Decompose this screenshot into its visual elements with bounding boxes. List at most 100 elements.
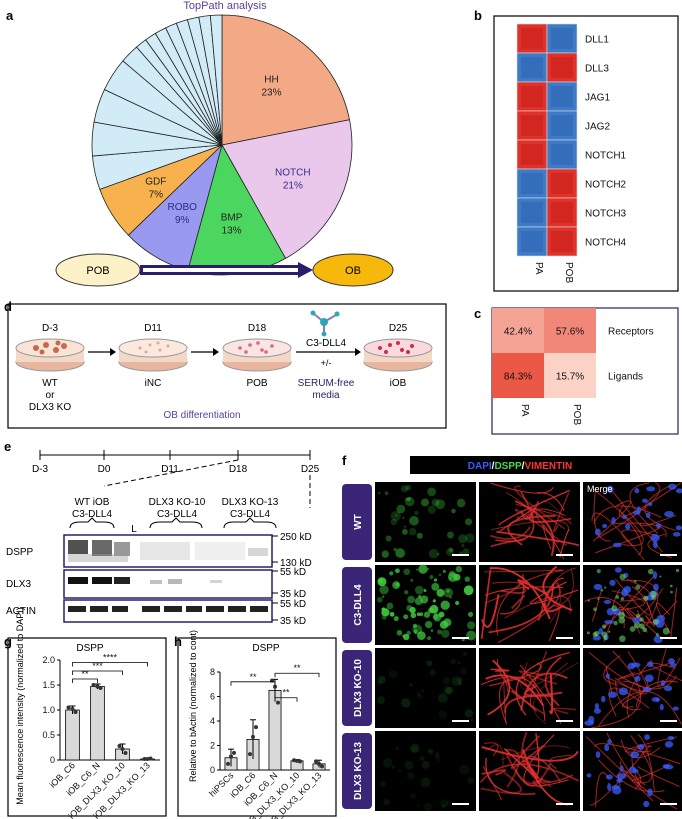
- heatmap-col-label: POB: [563, 262, 574, 283]
- heatmap-cell-core: [551, 202, 573, 223]
- pie-label-notch: NOTCH: [275, 168, 311, 179]
- if-image-content: [380, 743, 475, 812]
- ratio-row-label: Receptors: [608, 327, 654, 338]
- y-tick-label: 6: [210, 692, 215, 702]
- heatmap-cell-core: [551, 28, 573, 49]
- pie-labels: HH 23% NOTCH 21% BMP 13% ROBO 9% GDF 7%: [145, 75, 310, 237]
- y-tick-label: 0: [50, 755, 55, 765]
- ladder-lane-marker: L: [131, 524, 137, 535]
- if-row-label: DLX3 KO-13: [353, 742, 364, 800]
- timeline-d0: D0: [98, 464, 111, 475]
- panel-label-e: e: [4, 439, 11, 454]
- day-d25: D25: [389, 323, 408, 334]
- significance-label: ****: [103, 653, 118, 663]
- dspp-bands: [68, 540, 268, 562]
- step-label-dlx3ko: DLX3 KO: [29, 402, 71, 413]
- legend-dspp: DSPP: [494, 461, 522, 472]
- mw-35a: 35 kD: [280, 589, 306, 600]
- bar-h-title: DSPP: [252, 643, 280, 654]
- differentiation-protocol: D-3 D11 D18 D25 WT or DLX3 KO iNC POB iO…: [15, 310, 433, 421]
- ratio-cell: [544, 353, 596, 398]
- dlx3-bands: [68, 577, 222, 584]
- pie-value-notch: 21%: [283, 181, 303, 192]
- y-tick-label: 4: [210, 716, 215, 726]
- data-point: [295, 758, 299, 763]
- ratio-cell: [492, 353, 544, 398]
- y-tick-label: 2.0: [42, 655, 55, 665]
- significance-label: **: [81, 669, 89, 679]
- significance-bracket: [274, 697, 298, 702]
- y-tick-label: 1.5: [42, 680, 55, 690]
- if-image-tile: [375, 648, 476, 728]
- if-row-label: DLX3 KO-10: [353, 659, 364, 717]
- pie-value-bmp: 13%: [222, 225, 242, 236]
- pob-label: POB: [86, 265, 109, 277]
- pie-value-robo: 9%: [175, 215, 190, 226]
- heatmap-row-label: DLL3: [585, 64, 609, 75]
- bar-chart-g: 00.51.01.52.0iOB_C6iOB_C6_NiOB_DLX3_KO_1…: [42, 653, 160, 819]
- heatmap-row-label: JAG2: [585, 122, 610, 133]
- panel-label-c: c: [474, 306, 481, 321]
- y-tick-label: 0.5: [42, 730, 55, 740]
- if-row-label: WT: [353, 514, 364, 530]
- if-image-content: [591, 482, 682, 561]
- channel-legend-bar: [410, 456, 630, 474]
- step-label-wt: WT: [42, 378, 58, 389]
- panel-h-frame: [177, 637, 337, 817]
- channel-legend: DAPI/DSPP/VIMENTIN: [468, 461, 572, 472]
- data-point: [273, 684, 277, 689]
- if-image-tile: [583, 482, 682, 562]
- data-point: [70, 707, 75, 711]
- heatmap-cell-core: [521, 86, 543, 107]
- significance-label: **: [282, 688, 290, 698]
- heatmap-cell-core: [521, 202, 543, 223]
- plusminus-label: +/-: [321, 358, 332, 368]
- if-row-label: C3-DLL4: [353, 584, 364, 626]
- group-ko10-label-2: C3-DLL4: [157, 509, 197, 520]
- significance-bracket: [72, 662, 148, 667]
- receptor-ligand-heatmap: 42.4% 57.6% Receptors 84.3% 15.7% Ligands PA PO…: [492, 308, 654, 425]
- if-image-content: [490, 482, 580, 560]
- western-blot-panel: D-3 D0 D11 D18 D25 WT iOB C3-DLL4 DLX3 K…: [6, 450, 320, 627]
- panel-label-a: a: [6, 8, 14, 23]
- data-point: [320, 764, 324, 769]
- dish-d25: [363, 338, 433, 372]
- timeline-d18: D18: [229, 464, 248, 475]
- heatmap-cell-core: [551, 115, 573, 136]
- data-point: [232, 750, 236, 755]
- immunofluorescence-panel: DAPI/DSPP/VIMENTIN WT C3-DLL4 DLX3 KO-10 DL…: [342, 456, 682, 812]
- ratio-cell: [544, 308, 596, 353]
- dish-d11: [118, 338, 188, 372]
- ratio-col-label: POB: [571, 404, 582, 425]
- heatmap-cell-core: [521, 28, 543, 49]
- mw-35b: 35 kD: [280, 616, 306, 627]
- data-point: [251, 734, 255, 739]
- pie-slice-notch: [221, 119, 353, 259]
- data-point: [314, 759, 318, 764]
- bar-chart-h: 02468hiPSCsiOB_C6iOB_C6_NiOB_DLX3_KO_10i…: [207, 663, 330, 819]
- pie-title: TopPath analysis: [183, 0, 267, 12]
- data-point: [317, 761, 321, 766]
- merge-label: Merge: [587, 484, 613, 494]
- heatmap-cell-core: [521, 115, 543, 136]
- if-row-label-box: C3-DLL4: [342, 567, 372, 643]
- ratio-value: 57.6%: [556, 327, 584, 338]
- data-point: [148, 756, 153, 761]
- data-point: [91, 683, 96, 687]
- legend-vimentin: VIMENTIN: [524, 461, 572, 472]
- pie-value-gdf: 7%: [149, 189, 164, 200]
- step-label-iob: iOB: [390, 378, 407, 389]
- heatmap-row-label: JAG1: [585, 93, 610, 104]
- bar-g-ylabel: Mean fluorescence intensity (normalized …: [15, 607, 25, 805]
- group-ko13-label-2: C3-DLL4: [230, 509, 270, 520]
- data-point: [66, 705, 71, 710]
- data-point: [226, 761, 230, 766]
- if-image-content: [376, 564, 476, 642]
- if-image-content: [378, 484, 475, 559]
- blot-label-dlx3: DLX3: [6, 579, 31, 590]
- dish-d18: [222, 338, 292, 372]
- panel-label-f: f: [342, 453, 347, 468]
- group-ko10-label-1: DLX3 KO-10: [149, 497, 206, 508]
- pie-slice-other: [209, 14, 223, 146]
- heatmap-col-label: PA: [533, 262, 544, 275]
